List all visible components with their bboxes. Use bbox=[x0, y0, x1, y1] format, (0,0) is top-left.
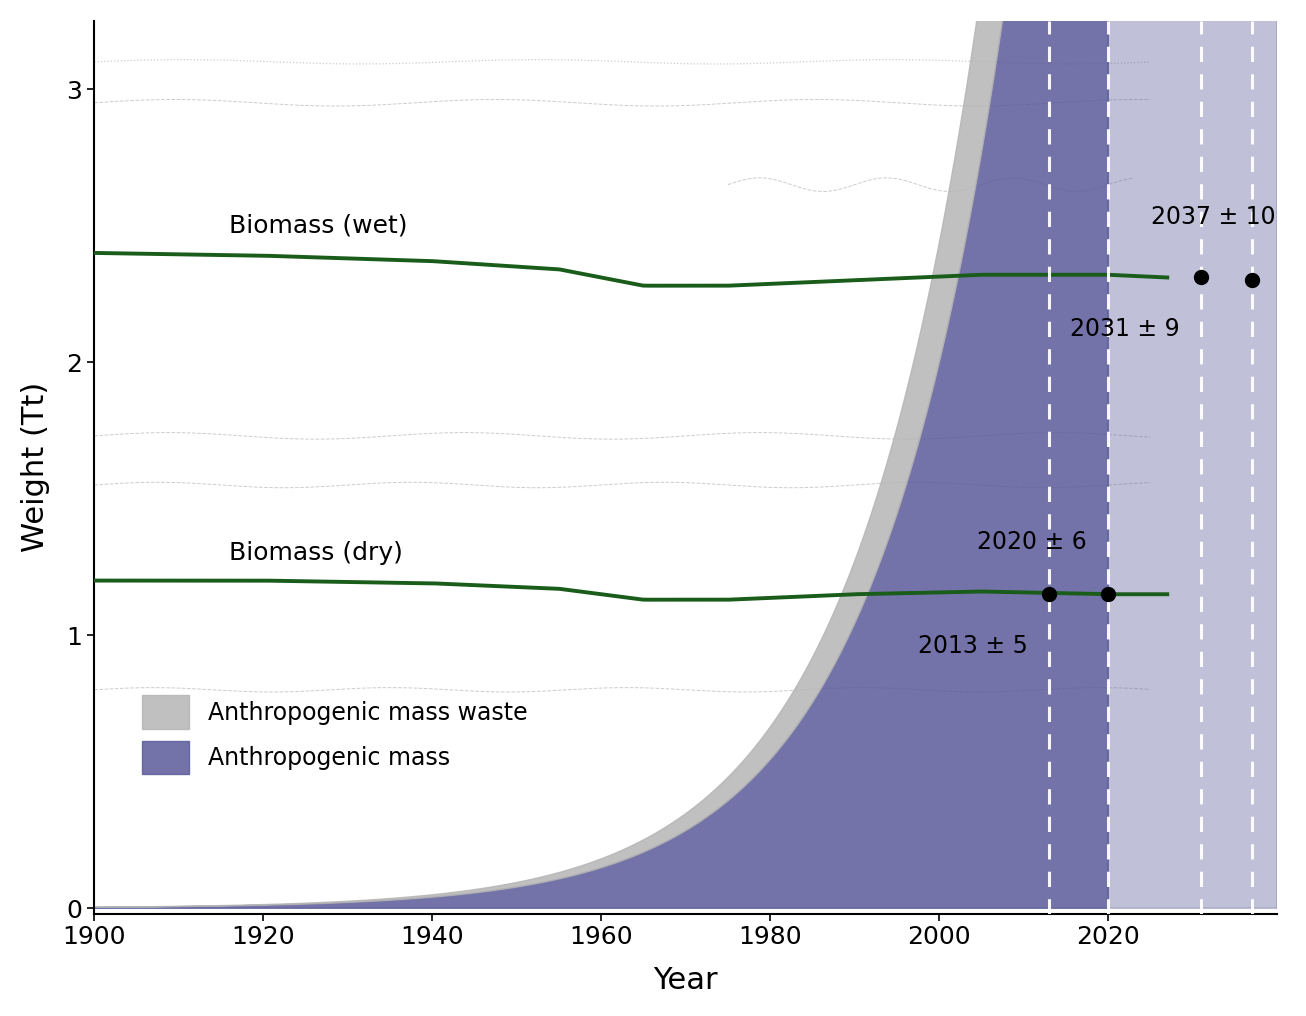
Legend: Anthropogenic mass waste, Anthropogenic mass: Anthropogenic mass waste, Anthropogenic … bbox=[129, 684, 539, 785]
X-axis label: Year: Year bbox=[653, 966, 718, 995]
Y-axis label: Weight (Tt): Weight (Tt) bbox=[21, 382, 50, 553]
Text: Biomass (wet): Biomass (wet) bbox=[230, 213, 407, 238]
Text: 2020 ± 6: 2020 ± 6 bbox=[977, 530, 1087, 555]
Text: 2031 ± 9: 2031 ± 9 bbox=[1070, 317, 1179, 341]
Text: 2013 ± 5: 2013 ± 5 bbox=[918, 634, 1028, 658]
Text: 2037 ± 10: 2037 ± 10 bbox=[1152, 205, 1276, 230]
Text: Biomass (dry): Biomass (dry) bbox=[230, 542, 404, 565]
